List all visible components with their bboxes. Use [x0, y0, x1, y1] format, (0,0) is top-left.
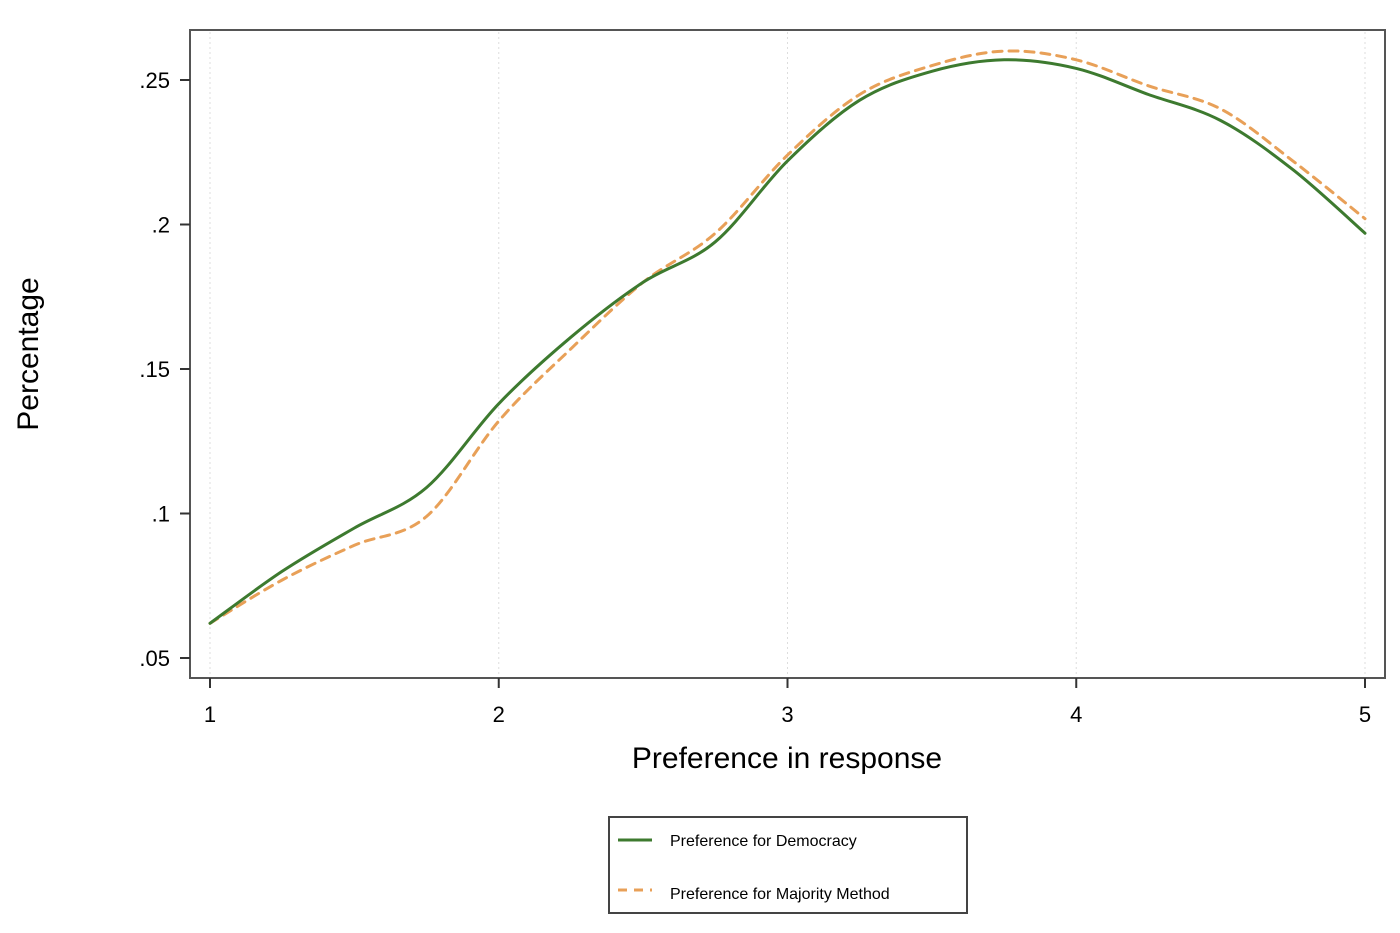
y-tick-label-1: .1	[152, 502, 170, 527]
grid-lines	[209, 32, 1366, 676]
series-lines	[208, 49, 1367, 625]
legend-label-democracy: Preference for Democracy	[670, 833, 857, 850]
x-axis: 1 2 3 4 5	[204, 678, 1371, 727]
legend: Preference for Democracy Preference for …	[608, 816, 968, 914]
y-tick-label-2: .15	[139, 357, 170, 382]
y-axis: .05 .1 .15 .2 .25	[139, 68, 190, 671]
y-tick-label-3: .2	[152, 213, 170, 238]
legend-box	[608, 816, 968, 914]
x-tick-label-1: 1	[204, 702, 216, 727]
x-tick-label-2: 2	[493, 702, 505, 727]
x-tick-label-3: 3	[781, 702, 793, 727]
legend-label-majority-method: Preference for Majority Method	[670, 886, 890, 903]
series-line-preference-for-democracy	[208, 58, 1367, 625]
y-tick-label-4: .25	[139, 68, 170, 93]
x-tick-label-5: 5	[1359, 702, 1371, 727]
x-axis-title: Preference in response	[632, 742, 942, 775]
y-axis-title: Percentage	[12, 277, 45, 430]
x-tick-label-4: 4	[1070, 702, 1082, 727]
series-line-preference-for-majority-method	[208, 49, 1367, 625]
y-tick-label-0: .05	[139, 646, 170, 671]
